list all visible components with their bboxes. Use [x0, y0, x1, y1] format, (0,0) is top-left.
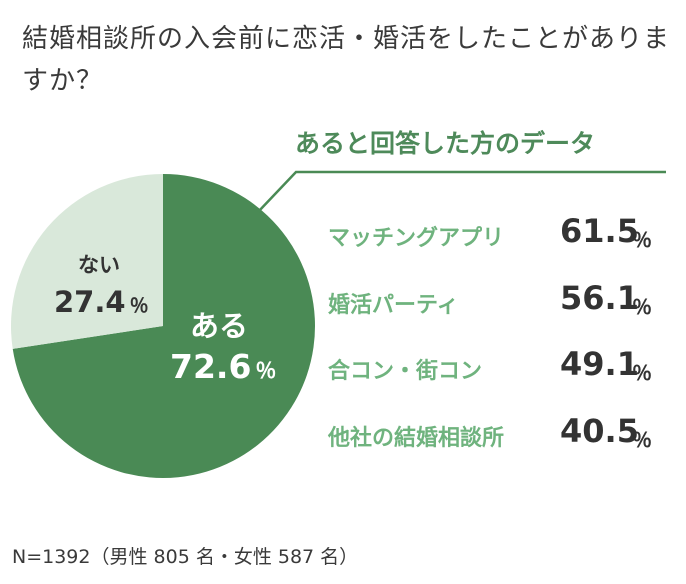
slice-value-nai: 27.4 ％ — [54, 285, 149, 319]
detail-row-konkatsu-party: 婚活パーティ 56.1 ％ — [328, 279, 668, 323]
question-title: 結婚相談所の入会前に恋活・婚活をしたことがありますか？ — [22, 24, 671, 96]
detail-unit: ％ — [632, 361, 652, 385]
slice-label-nai: ない — [78, 253, 120, 277]
detail-row-matching-app: マッチングアプリ 61.5 ％ — [328, 212, 668, 256]
detail-label: 他社の結婚相談所 — [328, 426, 505, 451]
detail-unit: ％ — [632, 295, 652, 319]
detail-row-gokon: 合コン・街コン 49.1 ％ — [328, 345, 668, 389]
detail-unit: ％ — [632, 428, 652, 452]
slice-value-aru: 72.6 ％ — [170, 347, 276, 386]
detail-value: 49.1 — [560, 345, 639, 383]
callout-line — [257, 170, 666, 213]
detail-title: あると回答した方のデータ — [295, 129, 596, 158]
detail-unit: ％ — [632, 228, 652, 252]
pie-slice-aru — [12, 174, 316, 478]
detail-value: 56.1 — [560, 279, 639, 317]
detail-value: 40.5 — [560, 412, 639, 450]
detail-label: マッチングアプリ — [328, 226, 505, 251]
detail-label: 婚活パーティ — [328, 293, 459, 318]
pie-slice-nai — [10, 174, 163, 349]
detail-label: 合コン・街コン — [328, 359, 483, 384]
detail-value: 61.5 — [560, 212, 639, 250]
slice-label-aru: ある — [190, 309, 248, 343]
detail-row-other-agency: 他社の結婚相談所 40.5 ％ — [328, 412, 668, 456]
sample-size-note: N=1392（男性 805 名・女性 587 名） — [12, 546, 359, 568]
